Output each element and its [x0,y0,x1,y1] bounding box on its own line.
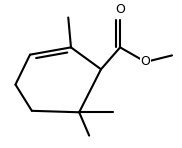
Text: O: O [141,56,151,69]
Text: O: O [115,3,125,16]
